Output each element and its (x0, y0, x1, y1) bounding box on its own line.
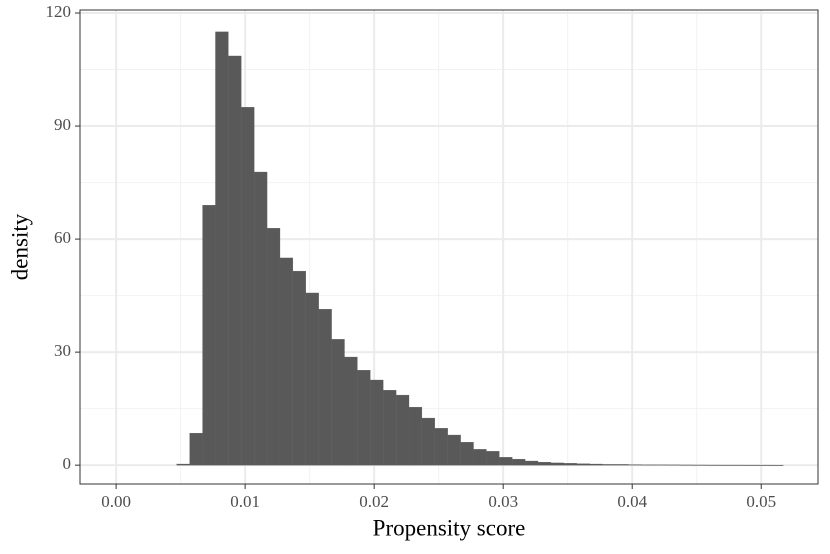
bar (473, 449, 487, 466)
x-tick-label: 0.03 (488, 492, 518, 511)
bar (421, 417, 435, 466)
bar (537, 461, 552, 466)
bar (434, 428, 448, 466)
bar (370, 379, 384, 466)
bar (331, 339, 345, 466)
y-tick-label: 30 (54, 341, 71, 360)
bar (770, 464, 784, 466)
bar (305, 292, 319, 466)
bar (705, 464, 719, 466)
bar (628, 464, 642, 466)
bar (692, 464, 706, 466)
y-tick-label: 0 (63, 454, 72, 473)
bar (602, 464, 616, 466)
bar (524, 460, 539, 466)
bar (576, 463, 590, 466)
bar (292, 270, 306, 466)
bar (757, 464, 771, 466)
bar (460, 442, 474, 466)
bar (254, 171, 268, 466)
bar (318, 309, 332, 466)
x-axis-title: Propensity score (373, 515, 526, 540)
bar (731, 464, 745, 466)
bar (589, 463, 603, 466)
bar (679, 464, 693, 466)
x-tick-label: 0.05 (746, 492, 776, 511)
bar (357, 370, 371, 466)
bar (666, 464, 681, 466)
bar (718, 464, 732, 466)
bar (189, 432, 203, 466)
bar (215, 31, 229, 466)
bar (550, 462, 564, 466)
bar (744, 464, 758, 466)
bar (563, 463, 577, 466)
bar (202, 205, 216, 466)
bar (266, 228, 281, 466)
bar (447, 434, 461, 466)
bar (344, 356, 358, 466)
x-tick-label: 0.02 (359, 492, 389, 511)
bar (641, 464, 655, 466)
x-tick-label: 0.04 (617, 492, 647, 511)
y-tick-label: 60 (54, 228, 71, 247)
panel-border (79, 9, 819, 485)
x-tick-label: 0.01 (230, 492, 260, 511)
bar (279, 257, 294, 466)
bar (228, 55, 242, 466)
bar (395, 394, 410, 466)
bar (408, 406, 423, 466)
bar (512, 458, 526, 466)
bar (499, 457, 513, 466)
bar (486, 451, 500, 466)
y-tick-label: 90 (54, 115, 71, 134)
bar (383, 390, 397, 466)
x-tick-label: 0.00 (101, 492, 131, 511)
y-axis-title: density (7, 213, 32, 280)
bar (615, 464, 629, 466)
bar (241, 107, 255, 466)
y-tick-label: 120 (46, 2, 72, 21)
bar (176, 463, 190, 466)
bar (653, 464, 668, 466)
